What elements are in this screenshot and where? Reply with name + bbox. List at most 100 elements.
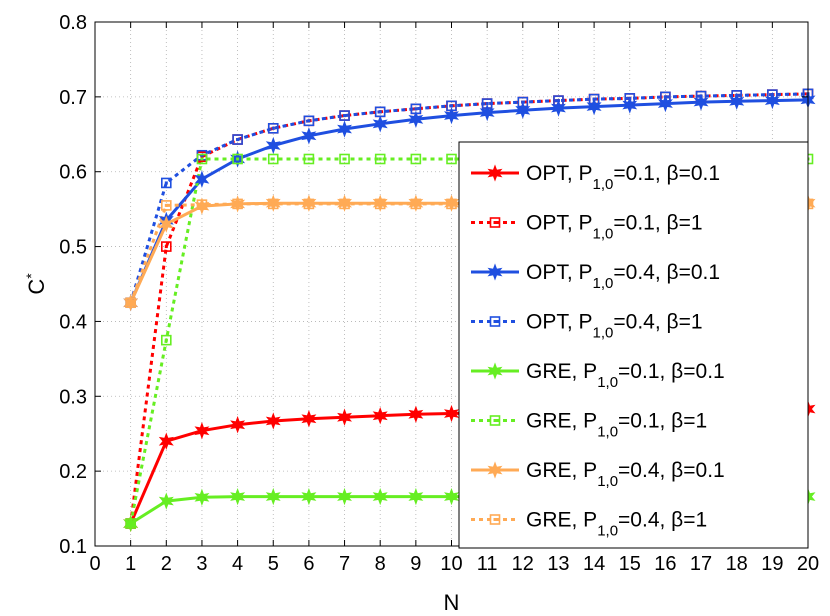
- y-tick-label: 0.4: [59, 311, 87, 333]
- series-5-point-center: [378, 157, 382, 161]
- series-2-point: [515, 101, 531, 119]
- series-1-point: [161, 241, 172, 252]
- series-5-point: [446, 153, 457, 165]
- series-4-point: [408, 487, 424, 506]
- series-7-point-center: [378, 202, 382, 206]
- series-3-point: [161, 177, 172, 189]
- series-4-point: [194, 488, 210, 506]
- series-4-point: [230, 487, 246, 506]
- legend: OPT, P1,0=0.1, β=0.1 OPT, P1,0=0.1, β=1 OP…: [458, 141, 809, 549]
- series-0-point: [230, 416, 246, 434]
- series-5-point-center: [200, 157, 204, 161]
- x-axis-label: N: [444, 590, 460, 615]
- legend-marker-4: [487, 362, 503, 380]
- series-3-point-center: [485, 102, 489, 106]
- y-tick-label: 0.7: [59, 87, 87, 109]
- x-tick-label: 20: [797, 553, 819, 575]
- x-tick-label: 12: [512, 553, 534, 575]
- series-7-point: [303, 198, 315, 210]
- series-0-point: [372, 407, 388, 425]
- legend-label-1: OPT, P1,0=0.1, β=1: [526, 212, 703, 243]
- series-4-point: [301, 487, 317, 506]
- series-5-point: [161, 334, 172, 346]
- series-5-point-center: [414, 157, 418, 161]
- x-axis-ticks: 0 1 2 3 4 5 6 7 8 9 10 11 12 13 14 15 16 17 18 19 20: [89, 22, 819, 575]
- legend-marker-0: [487, 164, 503, 182]
- series-3-point-center: [164, 181, 168, 185]
- series-2-point: [479, 103, 495, 122]
- y-axis-label: C*: [23, 273, 49, 295]
- series-4-point: [265, 487, 281, 506]
- series-3-point: [267, 122, 279, 134]
- series-3-point-center: [378, 110, 382, 114]
- series-7-point-center: [129, 301, 133, 305]
- series-3-point: [731, 90, 743, 101]
- series-2-point: [443, 106, 460, 125]
- series-4-point: [337, 487, 353, 506]
- series-5-point-center: [450, 157, 453, 161]
- series-7-point: [446, 198, 457, 210]
- series-7-point-center: [200, 203, 204, 207]
- series-2-point: [408, 110, 424, 128]
- series-7-point: [161, 200, 172, 211]
- y-tick-label: 0.3: [59, 386, 87, 408]
- series-3-point: [624, 93, 636, 104]
- series-5-point-center: [271, 157, 275, 161]
- series-2-point: [550, 99, 566, 117]
- legend-label-0: OPT, P1,0=0.1, β=0.1: [526, 162, 720, 193]
- series-line-2: [129, 98, 809, 304]
- x-tick-label: 5: [268, 553, 279, 575]
- series-2-point: [372, 115, 388, 133]
- series-line-1: [129, 92, 809, 524]
- legend-marker-6: [487, 461, 503, 479]
- series-5-point: [267, 153, 279, 165]
- x-tick-label: 7: [339, 553, 350, 575]
- x-tick-label: 10: [440, 553, 462, 575]
- legend-marker-3-center: [493, 320, 497, 323]
- series-0-point: [408, 405, 424, 423]
- legend-marker-1: [489, 217, 501, 228]
- x-tick-label: 14: [583, 553, 605, 575]
- x-tick-label: 11: [477, 553, 498, 575]
- x-tick-label: 18: [726, 553, 748, 575]
- y-axis-ticks: 0.1 0.2 0.3 0.4 0.5 0.6 0.7 0.8: [59, 12, 808, 558]
- legend-label-6: GRE, P1,0=0.4, β=0.1: [526, 459, 725, 490]
- series-0-point: [158, 432, 174, 450]
- series-0-point: [443, 404, 460, 423]
- series-2-point: [657, 94, 673, 113]
- series-7-point: [267, 198, 279, 210]
- x-tick-label: 15: [619, 553, 641, 575]
- series-0-point: [265, 412, 281, 430]
- series-7-point-center: [450, 202, 453, 206]
- y-tick-label: 0.5: [59, 237, 87, 259]
- series-3-point-center: [735, 93, 739, 97]
- series-3-point: [553, 95, 564, 106]
- series-3-point-center: [236, 138, 240, 142]
- series-4-point: [158, 492, 174, 510]
- x-tick-label: 19: [761, 553, 783, 575]
- series-7-point: [232, 198, 243, 210]
- series-3-point-center: [699, 94, 703, 98]
- series-7-point: [196, 199, 208, 210]
- series-5-point: [196, 153, 208, 165]
- series-3-point-center: [271, 126, 275, 130]
- series-1-point-center: [164, 245, 168, 249]
- series-2-point: [622, 96, 638, 114]
- series-3-point-center: [343, 114, 347, 118]
- legend-marker-7-center: [493, 518, 497, 521]
- series-7-point-center: [343, 202, 347, 206]
- legend-label-5: GRE, P1,0=0.1, β=1: [526, 410, 707, 441]
- series-7-point-center: [164, 203, 168, 207]
- y-axis-label-main: C: [24, 279, 49, 295]
- series-0-point: [194, 422, 210, 440]
- series-5-point-center: [307, 157, 311, 161]
- series-2-point: [764, 91, 780, 110]
- y-tick-label: 0.8: [59, 12, 87, 34]
- series-3-point-center: [521, 100, 525, 104]
- legend-marker-5: [489, 415, 501, 426]
- x-tick-label: 0: [89, 553, 100, 575]
- x-tick-label: 6: [303, 553, 314, 575]
- x-tick-label: 3: [196, 553, 207, 575]
- legend-marker-1-center: [493, 221, 497, 224]
- series-3-point: [695, 90, 707, 102]
